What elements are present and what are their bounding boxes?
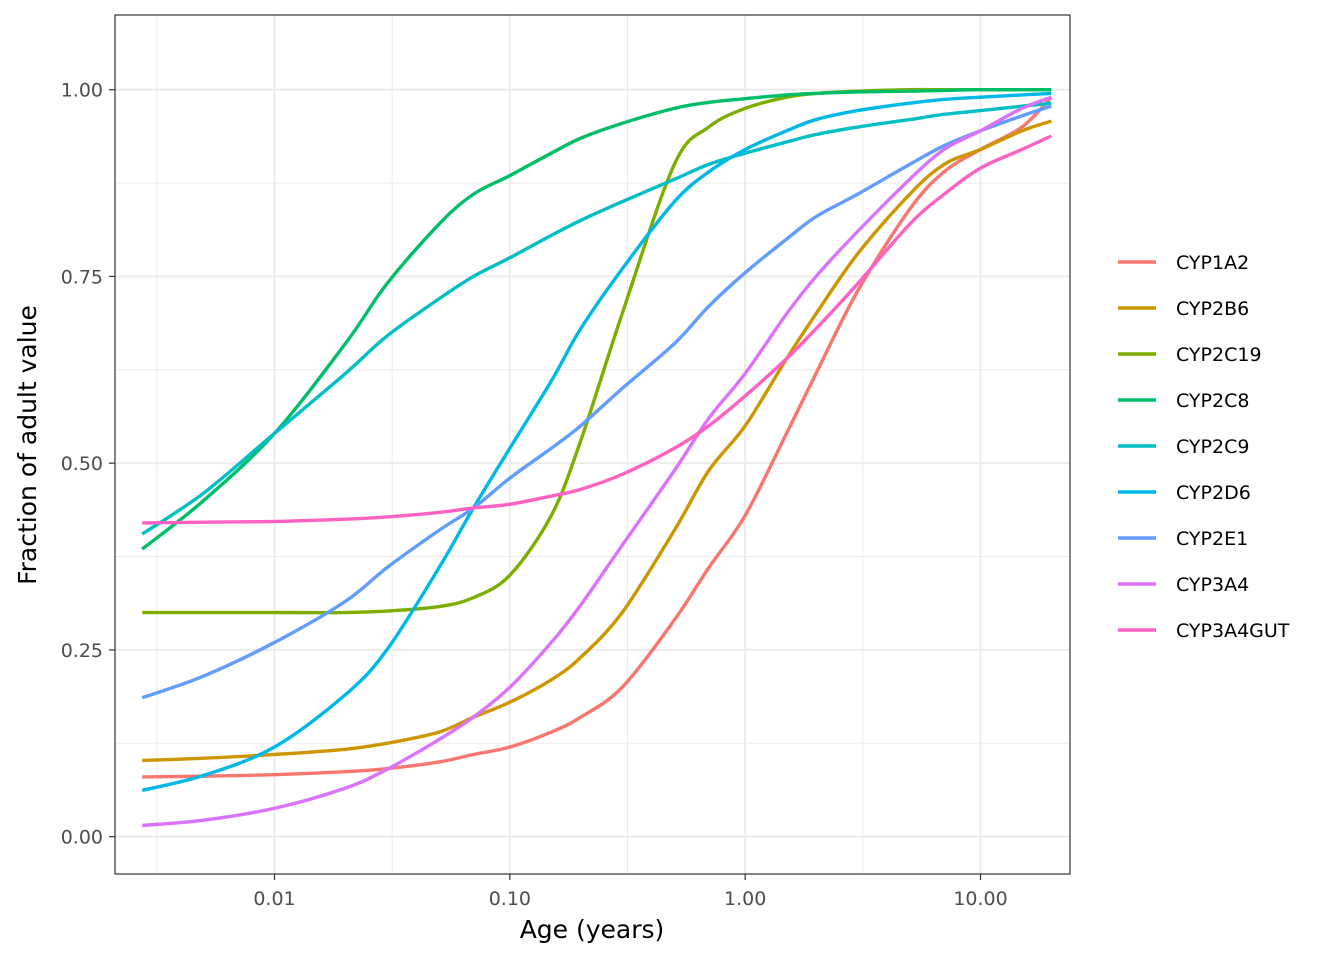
legend-label: CYP2C19 xyxy=(1176,344,1262,366)
legend-item-cyp2b6: CYP2B6 xyxy=(1118,298,1249,320)
legend-item-cyp3a4: CYP3A4 xyxy=(1118,574,1249,596)
legend-item-cyp3a4gut: CYP3A4GUT xyxy=(1118,620,1290,642)
major-gridlines xyxy=(115,15,1070,874)
series-line-cyp3a4 xyxy=(142,95,1052,828)
x-tick-label: 1.00 xyxy=(724,888,766,910)
plot-border xyxy=(114,14,1071,875)
series-line-cyp2c8 xyxy=(141,87,1052,551)
series-line-cyp3a4gut xyxy=(142,134,1053,525)
y-tick-label: 1.00 xyxy=(61,80,103,102)
y-tick-label: 0.75 xyxy=(61,266,103,288)
y-axis: 0.00 0.25 0.50 0.75 1.00 xyxy=(61,80,115,849)
x-tick-label: 0.10 xyxy=(489,888,531,910)
legend-label: CYP1A2 xyxy=(1176,252,1249,274)
x-axis: 0.01 0.10 1.00 10.00 xyxy=(253,874,1008,910)
x-tick-label: 0.01 xyxy=(253,888,295,910)
x-tick-label: 10.00 xyxy=(953,888,1007,910)
legend-label: CYP2E1 xyxy=(1176,528,1248,550)
series-line-cyp1a2 xyxy=(142,95,1053,779)
series-line-cyp2b6 xyxy=(142,119,1052,763)
y-axis-title: Fraction of adult value xyxy=(13,305,42,585)
series-line-cyp2e1 xyxy=(141,104,1052,700)
legend-label: CYP3A4 xyxy=(1176,574,1249,596)
y-tick-label: 0.50 xyxy=(61,453,103,475)
legend-label: CYP2C8 xyxy=(1176,390,1249,412)
legend-item-cyp2c9: CYP2C9 xyxy=(1118,436,1249,458)
legend: CYP1A2 CYP2B6 CYP2C19 CYP2C8 CYP2C9 CYP2D6 CYP… xyxy=(1118,252,1290,642)
y-tick-label: 0.25 xyxy=(61,640,103,662)
y-tick-label: 0.00 xyxy=(61,827,103,849)
legend-label: CYP2C9 xyxy=(1176,436,1249,458)
series-lines xyxy=(141,87,1053,828)
legend-item-cyp2c8: CYP2C8 xyxy=(1118,390,1249,412)
legend-label: CYP2B6 xyxy=(1176,298,1249,320)
series-line-cyp2d6 xyxy=(141,91,1052,792)
plot-panel xyxy=(115,15,1070,874)
legend-item-cyp2d6: CYP2D6 xyxy=(1118,482,1251,504)
legend-label: CYP3A4GUT xyxy=(1176,620,1290,642)
legend-label: CYP2D6 xyxy=(1176,482,1251,504)
legend-item-cyp2e1: CYP2E1 xyxy=(1118,528,1248,550)
legend-item-cyp2c19: CYP2C19 xyxy=(1118,344,1262,366)
x-axis-title: Age (years) xyxy=(520,915,665,944)
series-line-cyp2c9 xyxy=(141,101,1052,536)
legend-item-cyp1a2: CYP1A2 xyxy=(1118,252,1249,274)
